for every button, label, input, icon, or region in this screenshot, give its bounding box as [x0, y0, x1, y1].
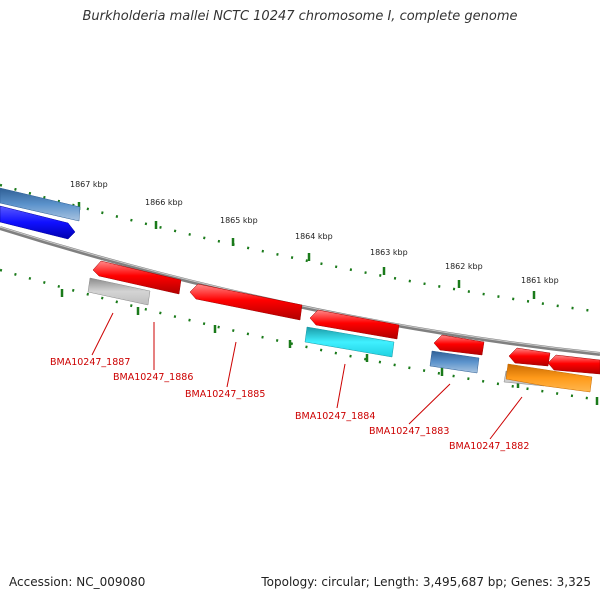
feature-blue-left[interactable] [0, 205, 76, 240]
gene-feature-1886[interactable] [87, 277, 151, 306]
gene-feature-1885[interactable] [189, 283, 303, 321]
topology-text: Topology: circular; Length: 3,495,687 bp… [261, 575, 591, 589]
gene-feature-right-edge[interactable] [547, 354, 600, 375]
tick-label-1861: 1861 kbp [521, 276, 559, 285]
gene-label-1884: BMA10247_1884 [295, 411, 375, 422]
tick-label-1866: 1866 kbp [145, 198, 183, 207]
gene-label-1882: BMA10247_1882 [449, 441, 529, 452]
map-title: Burkholderia mallei NCTC 10247 chromosom… [82, 9, 518, 24]
gene-feature-1882[interactable] [508, 347, 551, 367]
feature-cyan[interactable] [304, 326, 395, 358]
gene-label-1887: BMA10247_1887 [50, 357, 130, 368]
gene-feature-1887[interactable] [92, 260, 182, 295]
tick-label-1862: 1862 kbp [445, 262, 483, 271]
accession-text: Accession: NC_009080 [9, 575, 146, 589]
gene-feature-1883[interactable] [433, 334, 485, 356]
tick-label-1864: 1864 kbp [295, 232, 333, 241]
gene-label-1885: BMA10247_1885 [185, 389, 265, 400]
tick-label-1863: 1863 kbp [370, 248, 408, 257]
gene-label-1886: BMA10247_1886 [113, 372, 193, 383]
gene-feature-1884[interactable] [309, 309, 400, 340]
scale-lower-ticks [60, 289, 599, 405]
feature-steelblue-top-left[interactable] [0, 187, 81, 222]
feature-steelblue-right[interactable] [429, 350, 480, 374]
tick-label-1867: 1867 kbp [70, 180, 108, 189]
feature-orange[interactable] [505, 363, 593, 393]
tick-label-1865: 1865 kbp [220, 216, 258, 225]
label-leader-lines [91, 312, 523, 440]
gene-label-1883: BMA10247_1883 [369, 426, 449, 437]
scale-upper [0, 183, 600, 314]
